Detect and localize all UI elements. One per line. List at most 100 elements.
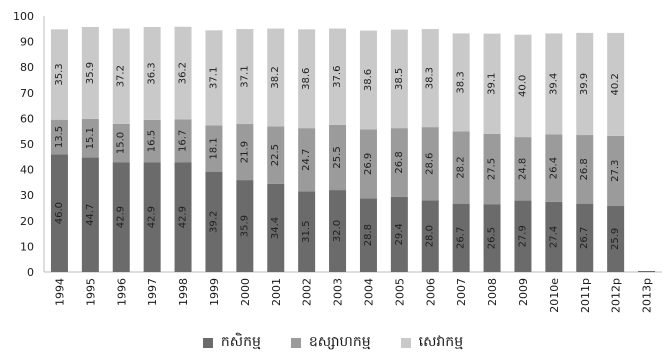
bar-segment	[298, 29, 316, 129]
bar-data-label: 16.7	[178, 130, 189, 152]
bar-segment	[205, 30, 223, 126]
bar-data-label: 27.9	[517, 225, 528, 247]
bar-data-label: 38.6	[301, 68, 312, 90]
bar-segment	[174, 119, 192, 163]
bar-segment	[81, 118, 99, 158]
bar-segment	[483, 33, 501, 134]
bar-data-label: 26.7	[456, 227, 467, 249]
bar-data-label: 37.1	[208, 67, 219, 89]
bar-segment	[359, 198, 377, 272]
bar-segment	[421, 127, 439, 201]
bar-data-label: 37.1	[239, 65, 250, 87]
bar-data-label: 26.4	[548, 157, 559, 179]
bar-segment	[329, 28, 347, 125]
bar-data-label: 15.0	[116, 132, 127, 154]
bar-data-label: 39.2	[208, 211, 219, 233]
bar-segment	[236, 180, 254, 272]
bar-data-label: 36.3	[147, 62, 158, 84]
bar-segment	[50, 29, 68, 120]
bar-segment	[298, 128, 316, 192]
y-tick-label: 0	[27, 266, 34, 279]
y-tick-label: 40	[20, 164, 34, 177]
bar-segment	[143, 119, 161, 163]
bar-segment	[576, 203, 594, 272]
x-tick-label: 2004	[362, 278, 375, 306]
x-tick-label: 1997	[146, 278, 159, 306]
bar-data-label: 28.6	[425, 153, 436, 175]
bar-data-label: 26.9	[363, 153, 374, 175]
x-tick-label: 2006	[424, 278, 437, 306]
bar-data-label: 28.0	[425, 225, 436, 247]
bar-data-label: 25.9	[610, 228, 621, 250]
bar-segment	[576, 32, 594, 136]
bar-segment	[359, 129, 377, 199]
bar-data-label: 40.0	[517, 75, 528, 97]
x-tick-label: 2000	[239, 278, 252, 306]
bar-segment	[112, 123, 130, 163]
bar-data-label: 37.2	[116, 65, 127, 87]
x-tick-label: 1998	[177, 278, 190, 306]
x-tick-label: 2009	[517, 278, 530, 306]
x-tick-label: 2008	[486, 278, 499, 306]
y-tick-label: 80	[20, 61, 34, 74]
bar-data-label: 38.3	[425, 67, 436, 89]
legend-label-agriculture: កសិកម្ម	[220, 334, 261, 350]
x-tick-label: 2013p	[641, 278, 654, 313]
y-tick-label: 70	[20, 87, 34, 100]
x-tick-label: 1994	[53, 278, 66, 306]
y-tick-label: 10	[20, 240, 34, 253]
bar-segment	[483, 133, 501, 205]
bar-data-label: 26.5	[487, 227, 498, 249]
bar-segment	[514, 34, 532, 138]
bar-segment	[452, 203, 470, 272]
bar-segment	[143, 27, 161, 120]
x-tick-label: 2001	[270, 278, 283, 306]
bar-data-label: 36.2	[178, 62, 189, 84]
bar-data-label: 38.2	[270, 66, 281, 88]
bar-segment	[514, 137, 532, 201]
bar-segment	[298, 191, 316, 272]
bar-data-label: 46.0	[54, 202, 65, 224]
x-tick-label: 2003	[332, 278, 345, 306]
bar-segment	[421, 200, 439, 272]
bar-data-label: 26.8	[579, 158, 590, 180]
bar-data-label: 29.4	[394, 223, 405, 245]
bar-data-label: 28.2	[456, 156, 467, 178]
x-tick-label: 1999	[208, 278, 221, 306]
bar-segment	[236, 124, 254, 181]
legend-swatch-services	[400, 337, 411, 348]
bar-data-label: 35.9	[239, 215, 250, 237]
x-tick-label: 2005	[393, 278, 406, 306]
bar-segment	[81, 27, 99, 119]
bar-data-label: 26.8	[394, 151, 405, 173]
x-tick-label: 2010e	[548, 278, 561, 313]
bar-data-label: 42.9	[147, 206, 158, 228]
bar-data-label: 28.8	[363, 224, 374, 246]
bar-segment	[545, 134, 563, 202]
bar-data-label: 42.9	[178, 206, 189, 228]
bar-segment	[390, 128, 408, 197]
bar-segment	[576, 135, 594, 204]
y-tick-label: 100	[13, 10, 34, 23]
bar-segment	[112, 28, 130, 124]
bar-data-label: 27.3	[610, 160, 621, 182]
bar-segment	[329, 190, 347, 272]
bar-segment	[452, 33, 470, 132]
bar-data-label: 16.5	[147, 130, 158, 152]
x-tick-label: 2007	[455, 278, 468, 306]
bar-segment	[112, 162, 130, 272]
y-tick-label: 20	[20, 215, 34, 228]
legend-swatch-industry	[290, 337, 301, 348]
bar-segment	[607, 205, 625, 272]
bar-segment	[607, 135, 625, 206]
y-tick-label: 30	[20, 189, 34, 202]
bar-segment	[50, 119, 68, 155]
bar-segment	[236, 29, 254, 125]
bar-segment	[607, 32, 625, 136]
bar-segment	[267, 28, 285, 127]
bar-data-label: 34.4	[270, 217, 281, 239]
bar-segment	[143, 162, 161, 272]
bar-data-label: 27.4	[548, 226, 559, 248]
x-tick-label: 2011p	[579, 278, 592, 313]
y-tick-label: 60	[20, 112, 34, 125]
